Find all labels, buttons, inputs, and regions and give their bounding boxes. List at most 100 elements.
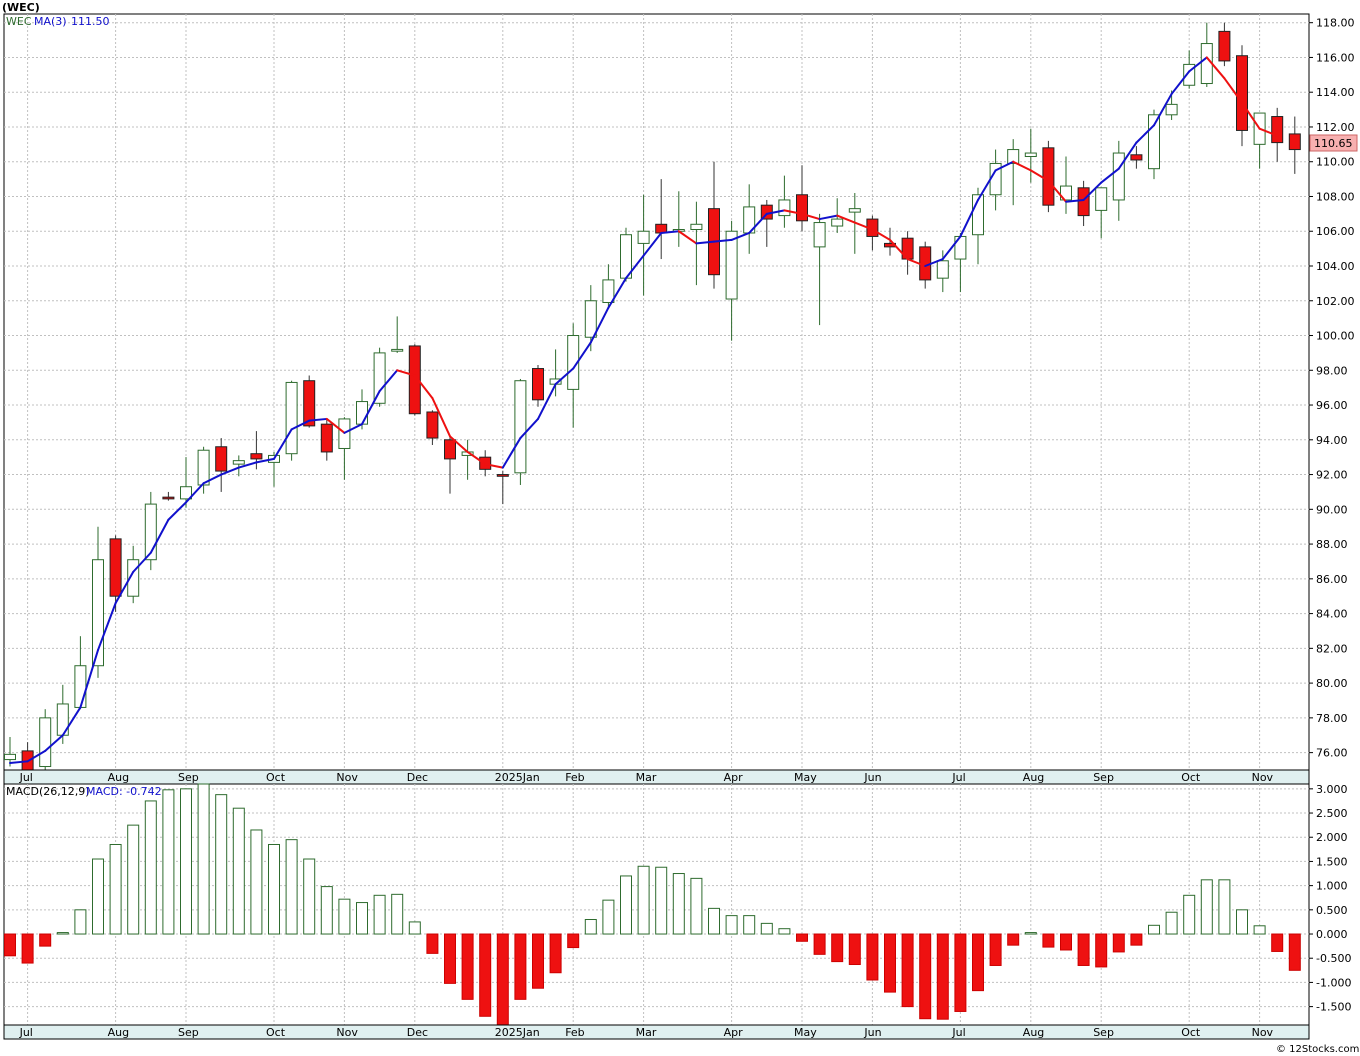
macd-bar (1024, 932, 1037, 935)
candle-body (602, 279, 615, 303)
candle-body (92, 559, 104, 667)
macd-bar (796, 933, 808, 942)
macd-bar (39, 933, 52, 947)
ma-segment (396, 369, 416, 377)
macd-label: MACD(26,12,9) (6, 785, 90, 798)
ma-segment (1205, 56, 1226, 80)
date-label: Nov (1252, 1026, 1274, 1039)
candle-body (426, 411, 439, 439)
price-axis: 76.00 78.00 80.00 82.00 84.00 86.00 88.00 90.00… (1309, 17, 1355, 760)
date-label: Apr (724, 771, 744, 784)
ma-segment (220, 466, 240, 476)
candle (1112, 140, 1125, 221)
ma-segment (431, 397, 451, 438)
candle (373, 347, 386, 407)
date-label: 2025Jan (495, 771, 540, 784)
macd-bar (162, 789, 175, 935)
macd-bar (1042, 933, 1055, 948)
macd-bar (92, 858, 104, 935)
candle-body (39, 717, 52, 768)
macd-tick-label: 2.500 (1316, 807, 1348, 820)
macd-bar (373, 894, 386, 935)
price-tick-label: 96.00 (1316, 399, 1348, 412)
candle (444, 436, 456, 494)
candle-body (567, 335, 580, 390)
date-label: Sep (1093, 1026, 1114, 1039)
candle-body (1271, 116, 1284, 144)
macd-value-label: MACD: -0.742 (86, 785, 162, 798)
macd-bar (197, 783, 210, 935)
candle (637, 194, 650, 296)
candle-body (690, 223, 703, 231)
ma-segment (273, 428, 293, 460)
legend-symbol: WEC (6, 15, 32, 28)
candle (796, 165, 808, 232)
price-tick-label: 76.00 (1316, 747, 1348, 760)
ma-segment (44, 734, 64, 752)
macd-bar (866, 933, 879, 981)
ma-segment (519, 417, 539, 440)
candle-body (162, 496, 175, 500)
macd-bar (1130, 933, 1143, 946)
price-tick-label: 106.00 (1316, 225, 1355, 238)
date-label: 2025Jan (495, 1026, 540, 1039)
candle-body (848, 208, 861, 213)
ma-segment (378, 369, 399, 393)
candle-body (74, 665, 87, 708)
ma-segment (642, 231, 663, 257)
date-label: Mar (636, 771, 657, 784)
candle (1218, 22, 1231, 67)
ma-segment (906, 258, 927, 267)
candle (936, 250, 949, 293)
candle-body (285, 381, 298, 455)
ma-segment (924, 258, 944, 267)
ma-segment (237, 461, 258, 469)
ma-segment (1153, 92, 1173, 127)
candle (532, 365, 544, 407)
last-price-label: 110.65 (1314, 137, 1353, 150)
macd-bar (1253, 925, 1266, 935)
ma-segment (1170, 70, 1191, 95)
macd-bar (954, 933, 967, 1012)
macd-bar (426, 933, 439, 954)
macd-tick-label: 3.000 (1316, 783, 1348, 796)
date-label: Jul (19, 1026, 33, 1039)
macd-bar (180, 788, 192, 935)
macd-bar (461, 933, 474, 1000)
candle (320, 418, 333, 461)
ma3-line (9, 56, 1279, 765)
candle (1288, 116, 1301, 174)
ma-segment (713, 238, 733, 243)
ma-segment (783, 209, 803, 215)
candle-body (813, 222, 826, 248)
date-label: Oct (266, 1026, 286, 1039)
macd-bar (672, 873, 685, 935)
legend-ma-value: 111.50 (71, 15, 110, 28)
candle-body (232, 460, 245, 465)
candle (303, 375, 316, 428)
candle-body (1042, 147, 1055, 206)
ma-segment (660, 230, 680, 234)
candle-body (1007, 149, 1020, 164)
date-label: May (794, 771, 817, 784)
date-label: Mar (636, 1026, 657, 1039)
last-price-tag (1309, 134, 1358, 152)
ma-segment (871, 228, 891, 241)
ma-segment (977, 169, 997, 201)
date-label: Oct (266, 771, 286, 784)
ma-segment (853, 221, 874, 231)
candle (813, 213, 826, 326)
ma-segment (1012, 160, 1032, 172)
candle-body (496, 474, 509, 477)
candle-body (4, 753, 16, 761)
ma-segment (1100, 167, 1120, 184)
price-tick-label: 78.00 (1316, 712, 1348, 725)
candle-body (444, 439, 456, 460)
macd-bar (56, 932, 69, 935)
price-tick-label: 92.00 (1316, 469, 1348, 482)
date-label: Apr (724, 1026, 744, 1039)
candle-body (373, 352, 386, 404)
candle (215, 438, 228, 492)
candle-body (1060, 185, 1072, 201)
